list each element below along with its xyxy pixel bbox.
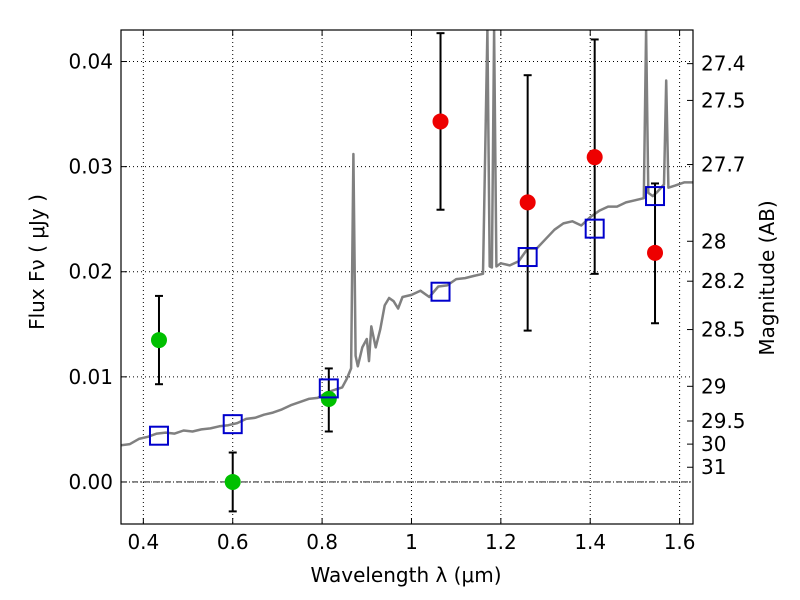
model-photometry-point [148,425,169,446]
model-photometry-point [517,247,538,268]
x-tick-label: 1.6 [664,530,696,554]
data-point [150,332,167,349]
data-point [586,149,603,166]
x-tick-label: 1 [405,530,418,554]
model-photometry-point [584,218,605,239]
y-axis-title: Flux Fν ( μJy ) [25,194,49,330]
data-point [647,244,664,261]
x-axis-title: Wavelength λ (μm) [310,563,501,587]
y-tick-label: 0.02 [68,260,113,284]
x-axis: 0.4 0.6 0.8 1 1.2 1.4 1.6 [127,30,696,554]
right-tick-label: 29 [701,374,726,398]
x-tick-label: 1.4 [574,530,606,554]
model-photometry-point [222,414,243,435]
right-tick-label: 27.4 [701,52,746,76]
y-tick-label: 0.01 [68,365,113,389]
y-tick-label: 0.04 [68,50,113,74]
x-tick-label: 0.4 [127,530,159,554]
y-tick-label: 0.00 [68,470,113,494]
model-photometry-point [645,186,666,207]
x-tick-label: 1.2 [485,530,517,554]
right-tick-label: 27.5 [701,88,746,112]
right-tick-label: 28.5 [701,318,746,342]
model-spectrum-line [121,30,693,447]
x-tick-label: 0.8 [306,530,338,554]
y-axis-left: 0.00 0.01 0.02 0.03 0.04 [68,50,127,494]
right-tick-label: 30 [701,432,726,456]
model-photometry-point [318,378,339,399]
right-tick-label: 27.7 [701,153,746,177]
data-point [224,473,241,490]
y-axis-right-title: Magnitude (AB) [755,200,779,355]
data-point [432,113,449,130]
right-tick-label: 29.5 [701,409,746,433]
right-tick-label: 28 [701,229,726,253]
x-tick-label: 0.6 [217,530,249,554]
plot-area [121,30,693,513]
right-tick-label: 31 [701,455,726,479]
y-tick-label: 0.03 [68,155,113,179]
model-photometry-point [430,281,451,302]
data-point [320,390,337,407]
data-point [519,194,536,211]
right-tick-label: 28.2 [701,269,746,293]
grid-lines [121,30,693,524]
plot-frame [120,29,694,525]
